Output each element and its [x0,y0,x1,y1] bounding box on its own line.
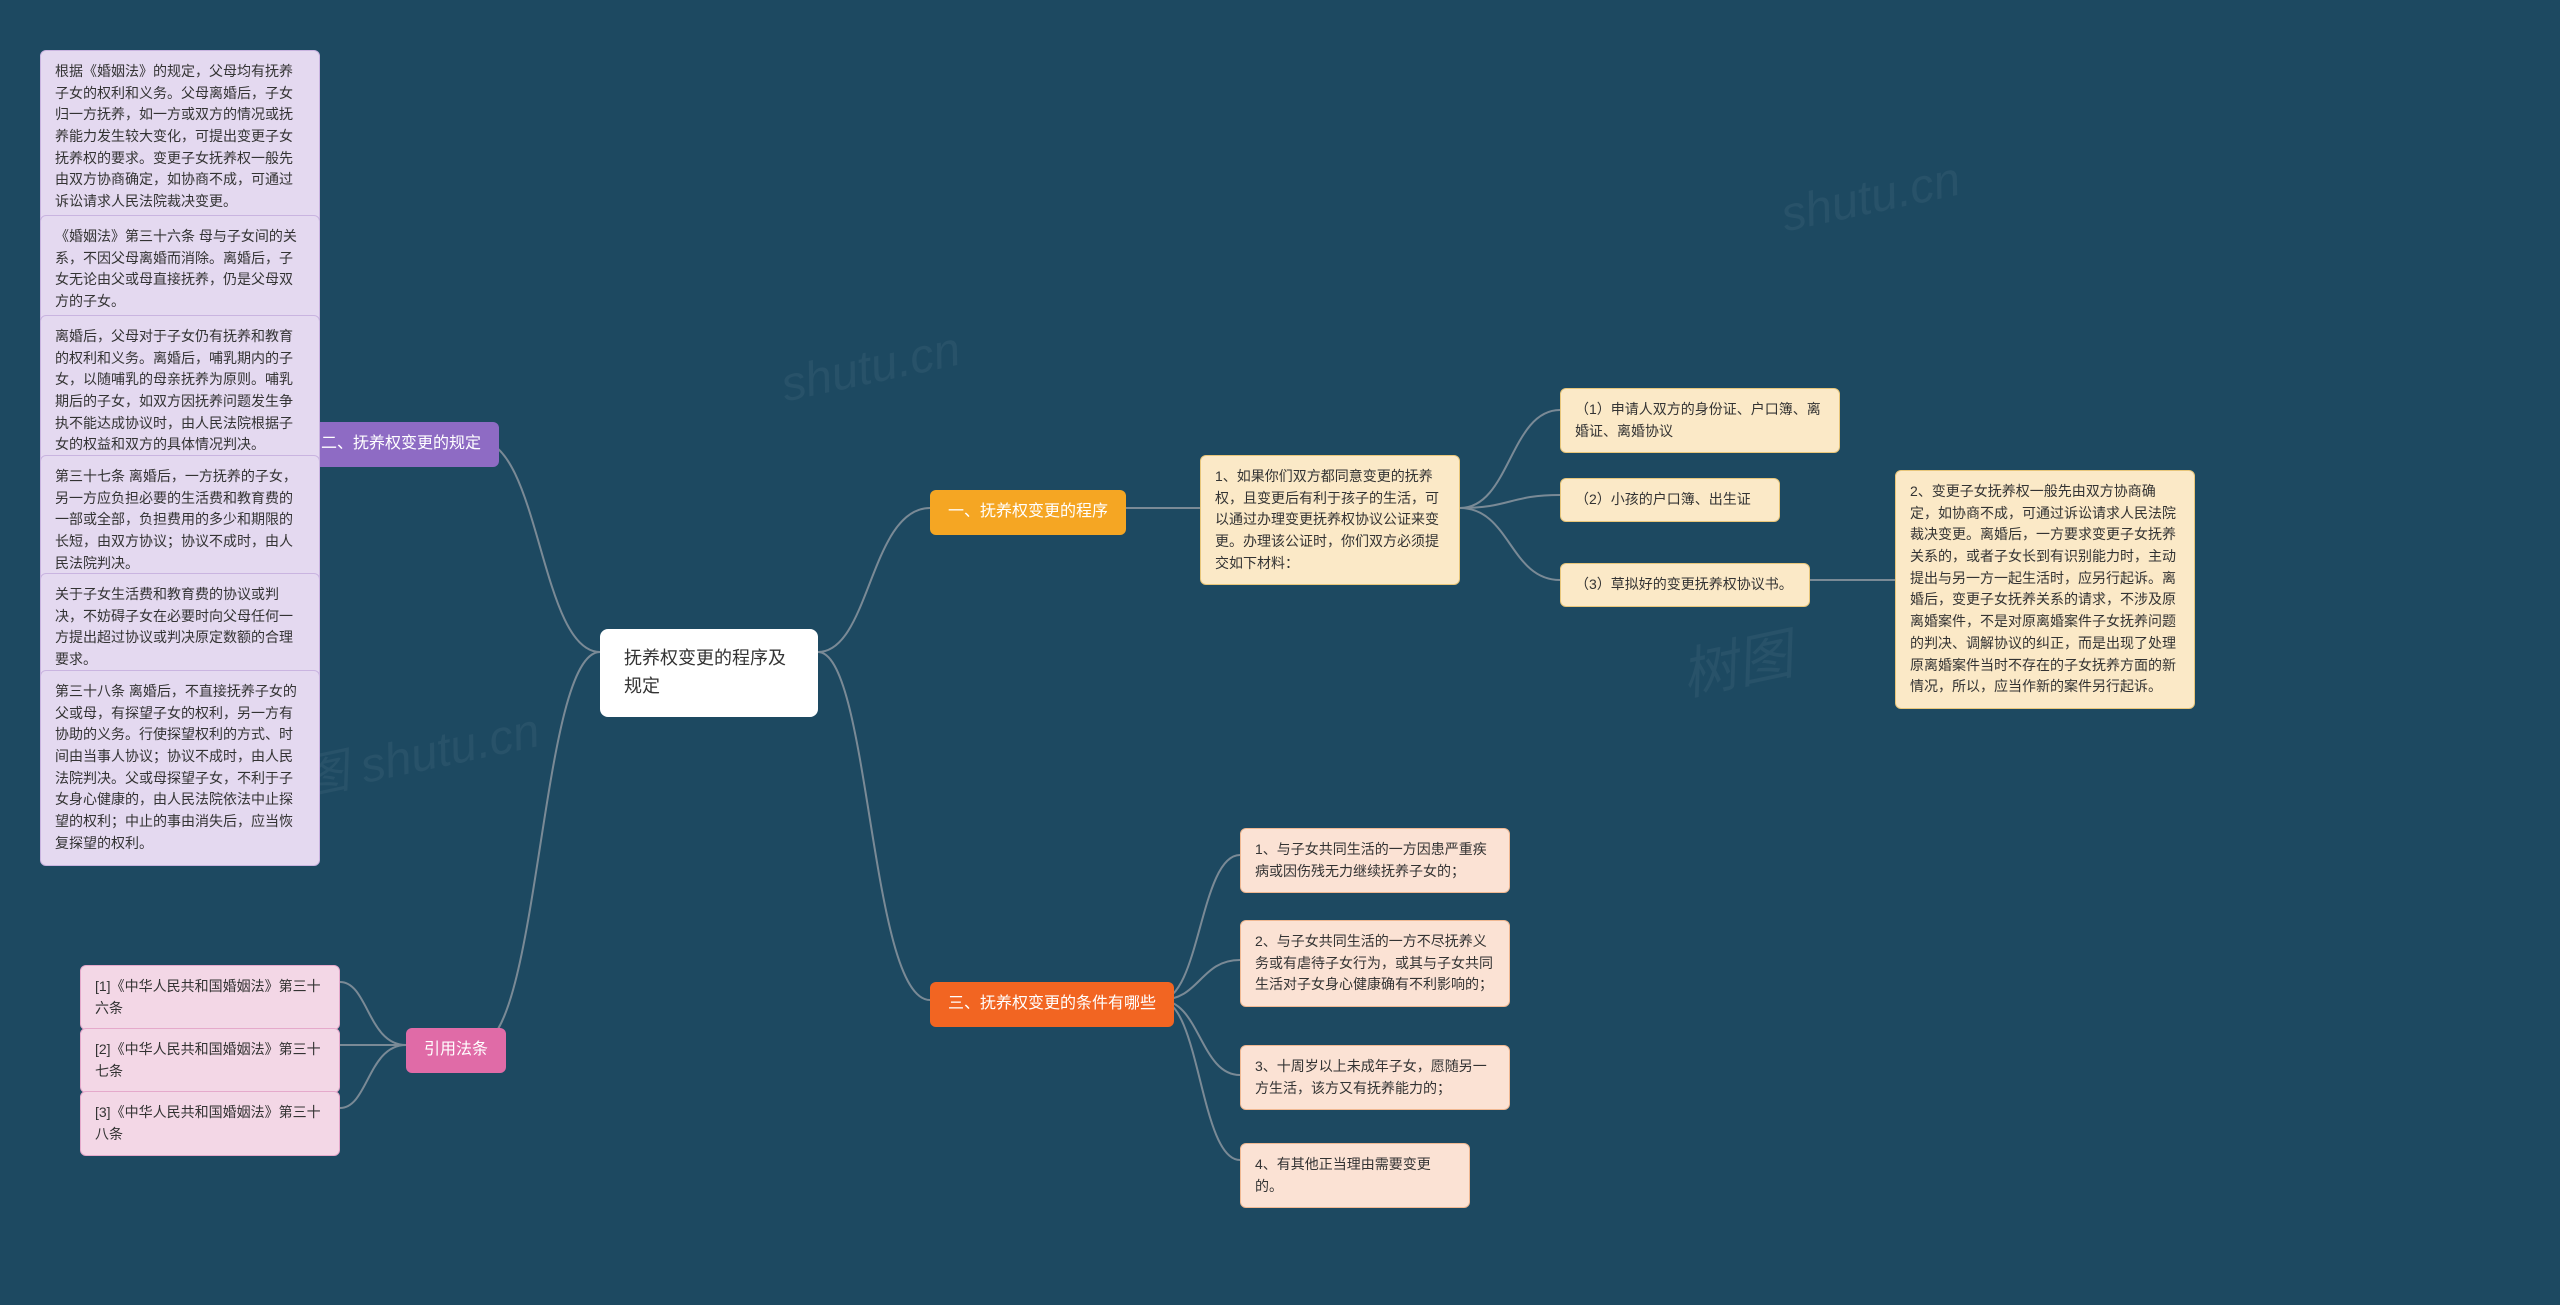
watermark: shutu.cn [1776,152,1965,244]
branch-one-leaf2: （2）小孩的户口簿、出生证 [1560,478,1780,522]
branch-two-item-2: 《婚姻法》第三十六条 母与子女间的关系，不因父母离婚而消除。离婚后，子女无论由父… [40,215,320,324]
branch-two-item-1: 根据《婚姻法》的规定，父母均有抚养子女的权利和义务。父母离婚后，子女归一方抚养，… [40,50,320,224]
branch-one-leaf3: （3）草拟好的变更抚养权协议书。 [1560,563,1810,607]
center-node: 抚养权变更的程序及规定 [600,629,818,717]
branch-one-sub1: 1、如果你们双方都同意变更的抚养权，且变更后有利于孩子的生活，可以通过办理变更抚… [1200,455,1460,585]
watermark: shutu.cn [776,322,965,414]
branch-one-leaf1: （1）申请人双方的身份证、户口簿、离婚证、离婚协议 [1560,388,1840,453]
branch-two-item-6: 第三十八条 离婚后，不直接抚养子女的父或母，有探望子女的权利，另一方有协助的义务… [40,670,320,866]
branch-three: 三、抚养权变更的条件有哪些 [930,982,1174,1027]
branch-refs-item-2: [2]《中华人民共和国婚姻法》第三十七条 [80,1028,340,1093]
branch-one: 一、抚养权变更的程序 [930,490,1126,535]
branch-two-item-4: 第三十七条 离婚后，一方抚养的子女，另一方应负担必要的生活费和教育费的一部或全部… [40,455,320,585]
branch-three-item-4: 4、有其他正当理由需要变更的。 [1240,1143,1470,1208]
branch-two-item-5: 关于子女生活费和教育费的协议或判决，不妨碍子女在必要时向父母任何一方提出超过协议… [40,573,320,682]
watermark: 树图 [1673,609,1799,712]
branch-three-item-2: 2、与子女共同生活的一方不尽抚养义务或有虐待子女行为，或其与子女共同生活对子女身… [1240,920,1510,1007]
branch-three-item-3: 3、十周岁以上未成年子女，愿随另一方生活，该方又有抚养能力的； [1240,1045,1510,1110]
branch-two-item-3: 离婚后，父母对于子女仍有抚养和教育的权利和义务。离婚后，哺乳期内的子女，以随哺乳… [40,315,320,467]
branch-refs: 引用法条 [406,1028,506,1073]
branch-two: 二、抚养权变更的规定 [303,422,499,467]
branch-refs-item-3: [3]《中华人民共和国婚姻法》第三十八条 [80,1091,340,1156]
branch-refs-item-1: [1]《中华人民共和国婚姻法》第三十六条 [80,965,340,1030]
branch-three-item-1: 1、与子女共同生活的一方因患严重疾病或因伤残无力继续抚养子女的； [1240,828,1510,893]
branch-one-leaf3-note: 2、变更子女抚养权一般先由双方协商确定，如协商不成，可通过诉讼请求人民法院裁决变… [1895,470,2195,709]
